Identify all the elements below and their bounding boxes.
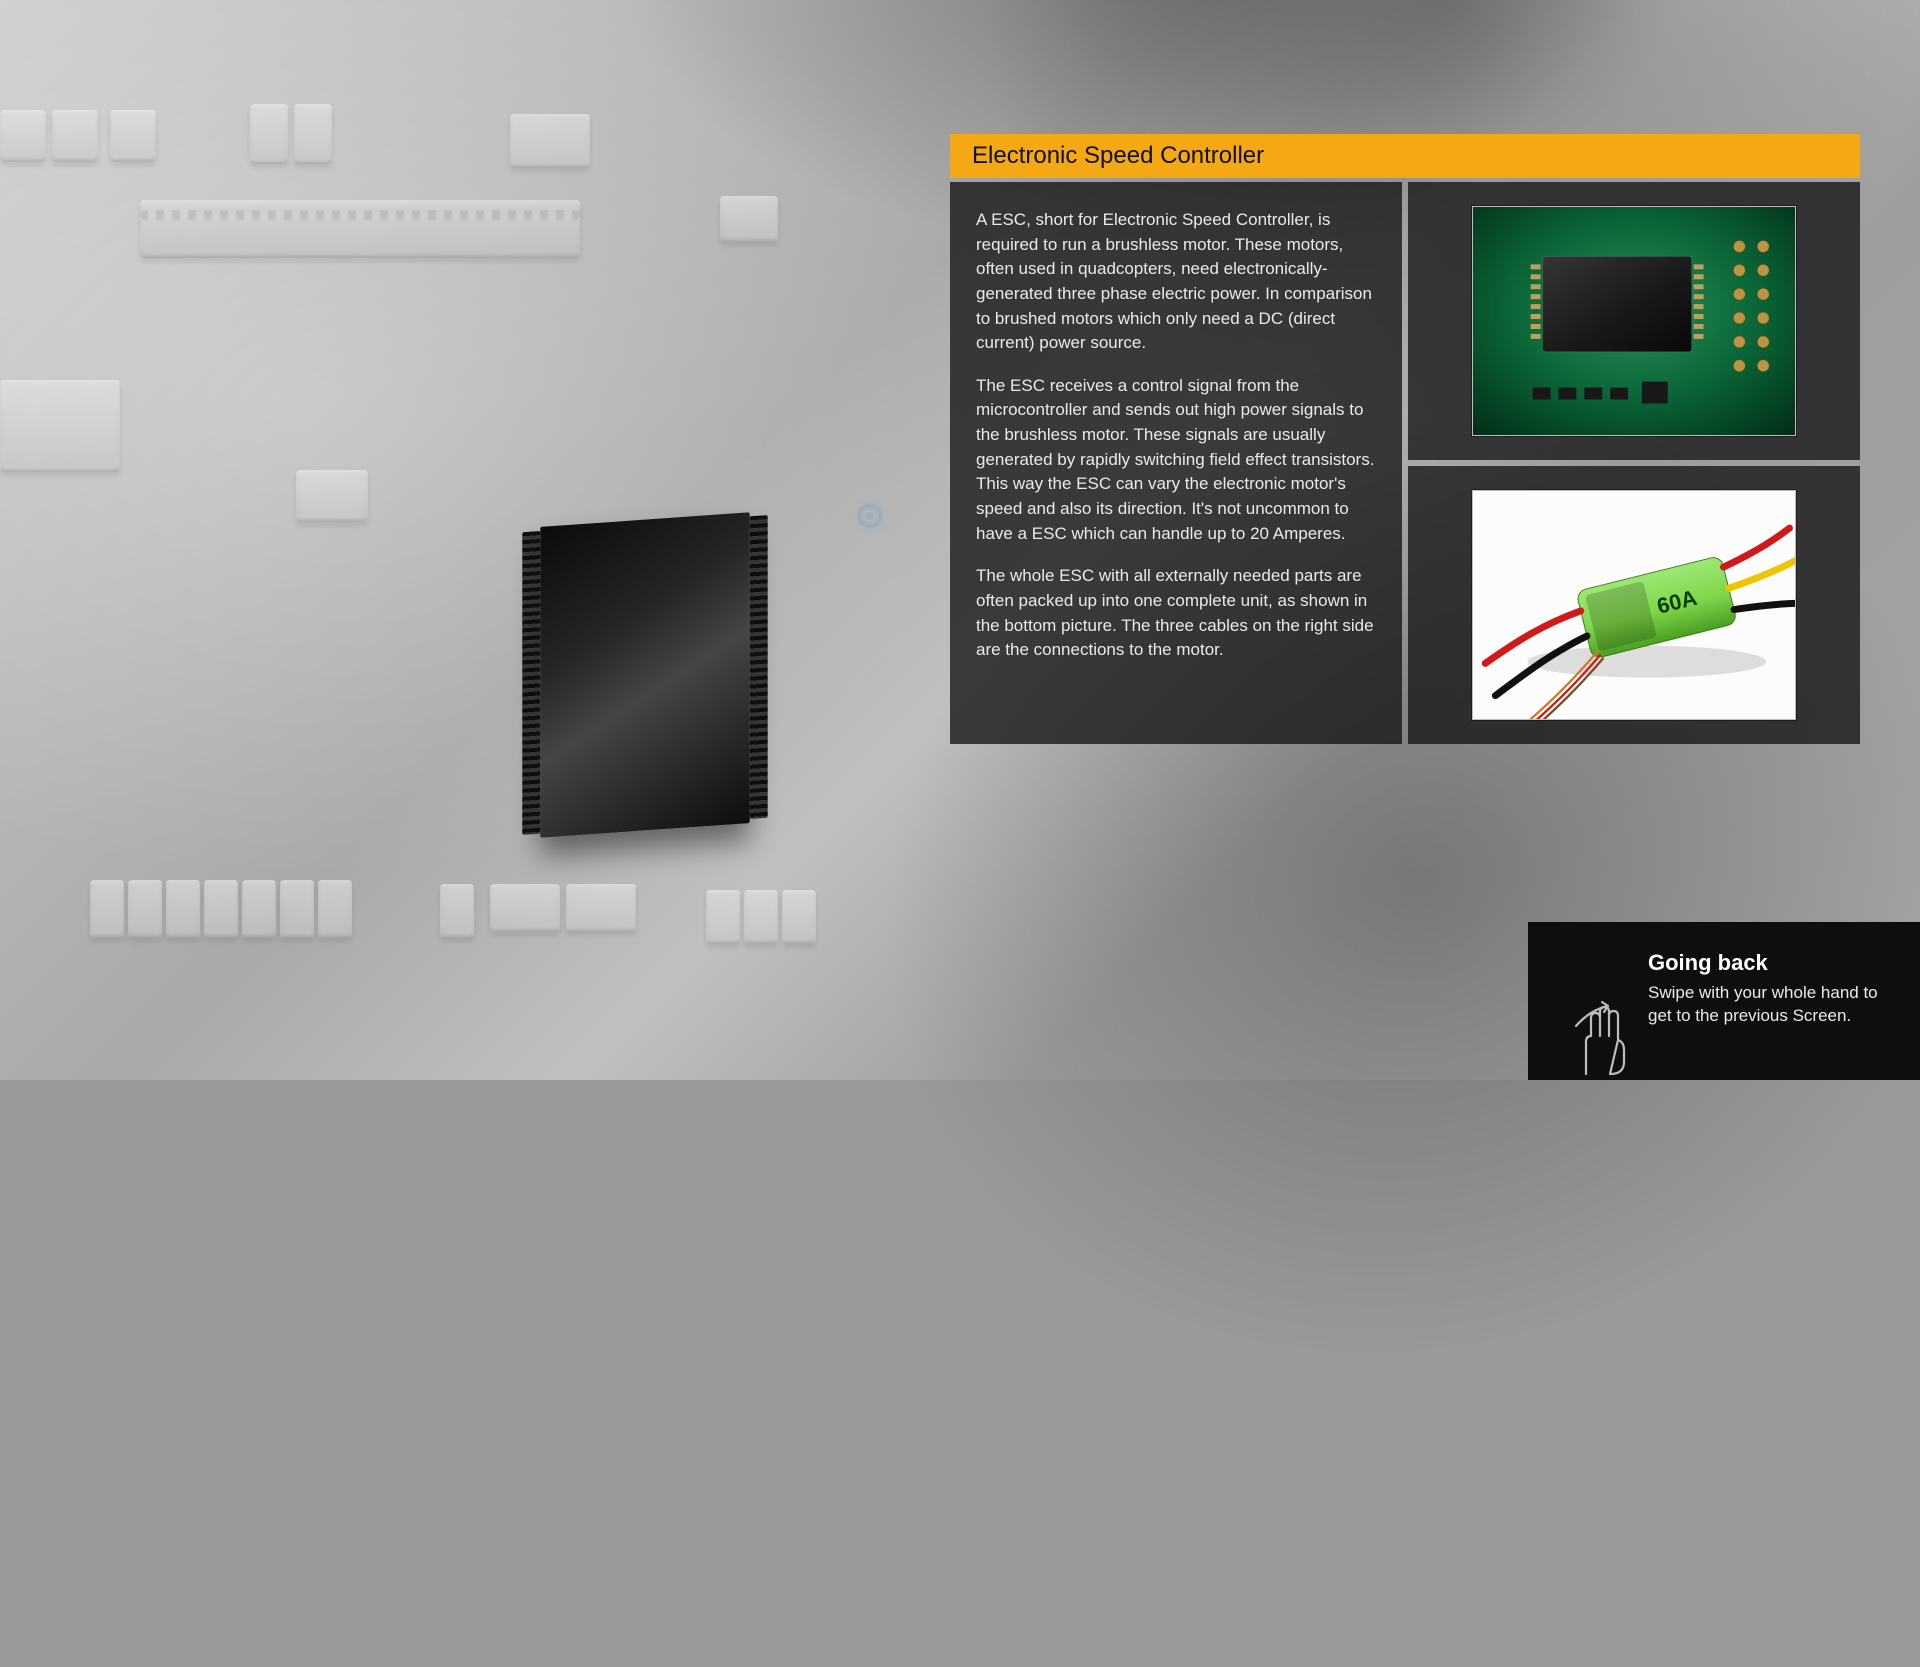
esc-chip-3d[interactable]: [540, 512, 749, 837]
info-paragraph: A ESC, short for Electronic Speed Contro…: [976, 208, 1376, 356]
info-image-card: [1408, 182, 1860, 460]
hand-swipe-icon: [1568, 996, 1628, 1076]
hint-body: Swipe with your whole hand to get to the…: [1648, 982, 1892, 1028]
info-panel: Electronic Speed Controller A ESC, short…: [950, 134, 1860, 744]
info-image-card: 60A: [1408, 466, 1860, 744]
esc-chip-photo: [1472, 206, 1796, 436]
info-text-card: A ESC, short for Electronic Speed Contro…: [950, 182, 1402, 744]
hint-toast: Going back Swipe with your whole hand to…: [1528, 922, 1920, 1080]
info-panel-title: Electronic Speed Controller: [950, 134, 1860, 178]
hint-title: Going back: [1648, 950, 1892, 976]
info-paragraph: The whole ESC with all externally needed…: [976, 564, 1376, 663]
vr-cursor-reticle[interactable]: [858, 504, 882, 528]
info-paragraph: The ESC receives a control signal from t…: [976, 374, 1376, 546]
esc-unit-photo: 60A: [1472, 490, 1796, 720]
